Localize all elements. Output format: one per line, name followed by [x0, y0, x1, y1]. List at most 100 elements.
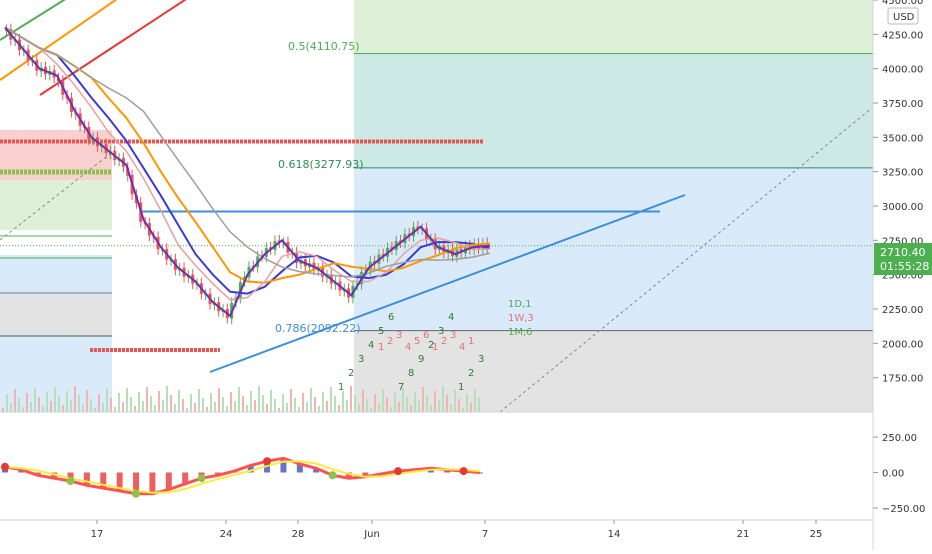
count-label-green: 3 [438, 326, 444, 337]
volume-bar [174, 404, 176, 412]
volume-bar [398, 402, 400, 412]
volume-bar [14, 389, 16, 412]
count-label-red: 4 [405, 342, 411, 353]
volume-bar [126, 388, 128, 412]
currency-box[interactable] [887, 7, 919, 25]
volume-bar [390, 407, 392, 412]
volume-bar [394, 393, 396, 412]
count-label-green: 4 [368, 340, 374, 351]
price-tag-value: 2710.40 [880, 246, 926, 259]
moving-average-3 [4, 26, 491, 278]
volume-bar [386, 398, 388, 412]
price-tick-label: 4000.00 [882, 65, 923, 76]
price-axis[interactable]: 1750.00 2000.00 2250.00 2500.00 2750.00 3000.… [873, 0, 923, 385]
volume-bar [134, 406, 136, 412]
osc-bar [477, 472, 483, 474]
volume-bar [418, 401, 420, 412]
volume-bar [262, 395, 264, 412]
osc-bar [345, 472, 352, 479]
moving-averages-layer [4, 26, 491, 301]
volume-bar [450, 404, 452, 412]
count-label-red: 1 [432, 342, 438, 353]
volume-bar [238, 387, 240, 412]
osc-bar [296, 464, 303, 473]
zones-layer [0, 0, 873, 412]
volume-bar [234, 401, 236, 412]
volume-bar [370, 408, 372, 412]
tf-1d-label: 1D,1 [508, 299, 532, 310]
zone-upper [354, 0, 873, 54]
volume-bar [46, 392, 48, 412]
volume-bar [182, 399, 184, 412]
price-tick-label: 3000.00 [882, 202, 923, 213]
volume-bar [254, 400, 256, 412]
osc-bar [149, 472, 156, 494]
key-levels-layer [0, 52, 873, 352]
osc-bar [100, 472, 107, 489]
volume-bar [114, 407, 116, 412]
volume-bar [118, 393, 120, 412]
volume-bar [66, 391, 68, 412]
volume-bar [222, 397, 224, 412]
count-label-green: 9 [418, 354, 424, 365]
volume-bar [322, 392, 324, 412]
osc-bar [83, 472, 90, 486]
time-tick-label: 14 [608, 529, 621, 540]
ascending-trendline [209, 194, 686, 373]
tf-1m-label: 1M,6 [508, 327, 533, 338]
price-tick-label: 4250.00 [882, 30, 923, 41]
price-series-line [4, 26, 491, 318]
volume-bar [446, 395, 448, 412]
osc-dot [66, 477, 75, 485]
volume-bar [34, 388, 36, 412]
volume-bar [246, 405, 248, 412]
volume-bar [250, 391, 252, 412]
count-label-green: 6 [388, 312, 394, 323]
price-tick-label: 2750.00 [882, 236, 923, 247]
time-tick-label: 28 [292, 529, 305, 540]
volume-bar [130, 397, 132, 412]
volume-bar [454, 390, 456, 412]
osc-bar [362, 472, 369, 477]
volume-bar [378, 403, 380, 412]
currency-label[interactable]: USD [893, 12, 915, 23]
count-label-green: 3 [358, 354, 364, 365]
price-tick-label: 2500.00 [882, 271, 923, 282]
time-tick-label: Jun [363, 529, 380, 540]
volume-bar [42, 406, 44, 412]
price-tick-label: 3500.00 [882, 133, 923, 144]
osc-bar [165, 472, 172, 490]
osc-bar [247, 465, 254, 473]
volume-bar [318, 406, 320, 412]
volume-bar [82, 404, 84, 412]
volume-bar [474, 389, 476, 412]
count-label-green: 8 [408, 368, 414, 379]
count-label-green: 3 [478, 354, 484, 365]
volume-bar [122, 402, 124, 412]
volume-bar [290, 389, 292, 412]
time-axis[interactable]: 17 24 28 Jun 7 14 21 25 [91, 520, 823, 540]
oscillator-axis[interactable]: −250.00 0.00 250.00 [873, 433, 925, 515]
fib-0786-label: 0.786(2092.22) [275, 322, 361, 335]
volume-bar [186, 408, 188, 412]
volume-bar [210, 393, 212, 412]
count-label-red: 3 [396, 330, 402, 341]
volume-bar [414, 392, 416, 412]
tf-1w-label: 1W,3 [508, 313, 534, 324]
volume-bar [98, 394, 100, 412]
osc-bar [182, 472, 189, 484]
volume-bar [86, 390, 88, 412]
volume-bar [282, 394, 284, 412]
volume-bar [170, 395, 172, 412]
price-tag-countdown: 01:55:28 [880, 260, 929, 273]
volume-bar [354, 395, 356, 412]
fib-0618-label: 0.618(3277.93) [278, 158, 364, 171]
volume-bar [426, 396, 428, 412]
volume-bar [78, 395, 80, 412]
zone-grey [354, 330, 873, 412]
volume-bar [138, 392, 140, 412]
volume-bar [178, 390, 180, 412]
